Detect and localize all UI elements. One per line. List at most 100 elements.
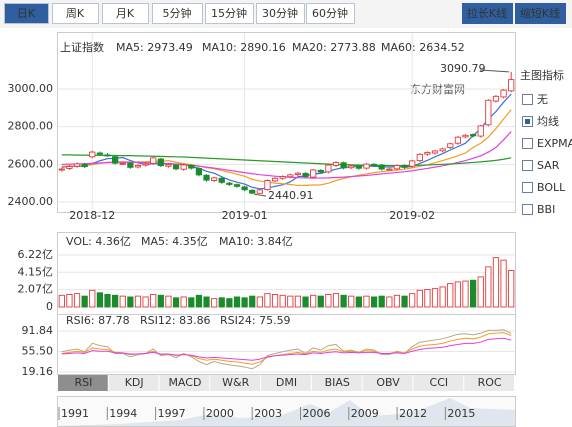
candle-body: [134, 164, 142, 168]
legend-entry: MA60: 2634.52: [381, 41, 465, 54]
period-tab[interactable]: [102, 3, 149, 24]
period-tab-label[interactable]: 月K: [116, 7, 135, 20]
candle-body: [233, 184, 241, 187]
timeline-year[interactable]: 2006: [303, 407, 331, 420]
volume-bar: [294, 295, 302, 308]
indicator-tab[interactable]: [413, 375, 464, 391]
period-tab[interactable]: [306, 3, 355, 24]
indicator-tab-label[interactable]: MACD: [168, 376, 201, 389]
candle-body: [241, 186, 248, 191]
ma-line: [61, 154, 512, 167]
indicator-tab[interactable]: [362, 375, 413, 391]
period-tab-label[interactable]: 周K: [66, 7, 85, 20]
timeline-year[interactable]: 2003: [254, 407, 282, 420]
indicator-tab-label[interactable]: ROC: [478, 376, 502, 389]
timeline-year[interactable]: 1991: [61, 407, 89, 420]
volume-bar: [431, 288, 439, 308]
timeline-year[interactable]: 1997: [158, 407, 186, 420]
zoom-button-label[interactable]: 拉长K线: [467, 6, 507, 20]
volume-bar: [287, 295, 294, 308]
volume-bar: [203, 296, 210, 308]
indicator-checkbox[interactable]: [522, 182, 533, 193]
indicator-tab-label[interactable]: OBV: [376, 376, 400, 389]
volume-bar: [462, 280, 469, 308]
candle-body: [211, 177, 218, 181]
period-tab[interactable]: [52, 3, 99, 24]
indicator-checkbox[interactable]: [522, 204, 533, 215]
volume-bar: [134, 295, 142, 308]
candle-body: [310, 169, 317, 178]
candle-body: [500, 89, 507, 98]
candle-body: [165, 164, 172, 167]
volume-bar: [317, 295, 324, 308]
period-tab[interactable]: [256, 3, 305, 24]
indicator-option[interactable]: EXPMA: [537, 137, 572, 150]
chart-title: 上证指数: [60, 40, 104, 54]
candle-body: [256, 189, 263, 194]
indicator-tab[interactable]: [261, 375, 311, 391]
timeline-year[interactable]: 2000: [206, 407, 234, 420]
candle-body: [431, 150, 439, 154]
period-tab-label[interactable]: 5分钟: [163, 6, 192, 20]
volume-bar: [104, 294, 111, 308]
annotation: 3090.79: [440, 62, 486, 75]
indicator-checkbox[interactable]: [522, 94, 533, 105]
legend-entry: MA10: 3.84亿: [219, 235, 293, 248]
indicator-tab-label[interactable]: RSI: [74, 376, 92, 389]
volume-bar: [447, 283, 454, 308]
candle-body: [492, 95, 500, 102]
indicator-option[interactable]: 无: [537, 93, 548, 106]
timeline-year[interactable]: 2015: [447, 407, 475, 420]
volume-bar: [454, 281, 461, 308]
indicator-option[interactable]: BOLL: [537, 181, 566, 194]
candle-body: [508, 79, 515, 92]
volume-bar: [96, 292, 104, 308]
period-tab[interactable]: [4, 3, 49, 24]
indicator-checkbox[interactable]: [522, 160, 533, 171]
indicator-option[interactable]: BBI: [537, 203, 555, 216]
volume-bar: [89, 289, 96, 308]
annotation-arrow: [479, 69, 510, 73]
y-tick-label: 55.50: [22, 345, 54, 358]
indicator-tab-label[interactable]: W&R: [222, 376, 249, 389]
indicator-tab-label[interactable]: KDJ: [125, 376, 144, 389]
period-tab-label[interactable]: 日K: [17, 7, 36, 20]
indicator-option[interactable]: 均线: [537, 114, 559, 128]
volume-bar: [378, 295, 385, 308]
indicator-tab[interactable]: [58, 375, 108, 391]
indicator-tab-label[interactable]: BIAS: [325, 376, 350, 389]
volume-bar: [340, 294, 347, 308]
legend-entry: RSI12: 83.86: [140, 314, 211, 327]
period-tab[interactable]: [205, 3, 254, 24]
candle-body: [188, 164, 195, 169]
volume-bar: [188, 297, 195, 308]
volume-bar: [127, 296, 134, 308]
volume-bar: [150, 294, 157, 308]
period-tab-label[interactable]: 15分钟: [211, 6, 247, 20]
indicator-tab[interactable]: [311, 375, 362, 391]
indicator-tab[interactable]: [210, 375, 261, 391]
timeline-year[interactable]: 2012: [399, 407, 427, 420]
period-tab[interactable]: [152, 3, 203, 24]
zoom-button-label[interactable]: 缩短K线: [520, 6, 560, 20]
period-tab-label[interactable]: 60分钟: [312, 6, 348, 20]
main-frame: [57, 32, 516, 213]
indicator-tab-label[interactable]: CCI: [430, 376, 449, 389]
candle-body: [485, 99, 492, 126]
indicator-tab[interactable]: [159, 375, 210, 391]
candle-body: [294, 172, 302, 175]
y-tick-label: 91.84: [22, 324, 54, 337]
zoom-button[interactable]: [462, 3, 513, 24]
timeline-year[interactable]: 1994: [109, 407, 137, 420]
indicator-tab[interactable]: [108, 375, 159, 391]
period-tab-label[interactable]: 30分钟: [262, 6, 298, 20]
timeline-year[interactable]: 2009: [351, 407, 379, 420]
indicator-checkbox[interactable]: [522, 138, 533, 149]
indicator-tab-label[interactable]: DMI: [276, 376, 297, 389]
candle-body: [401, 164, 408, 168]
indicator-option[interactable]: SAR: [537, 159, 560, 172]
indicator-tab[interactable]: [464, 375, 514, 391]
volume-bar: [500, 259, 507, 308]
zoom-button[interactable]: [515, 3, 566, 24]
